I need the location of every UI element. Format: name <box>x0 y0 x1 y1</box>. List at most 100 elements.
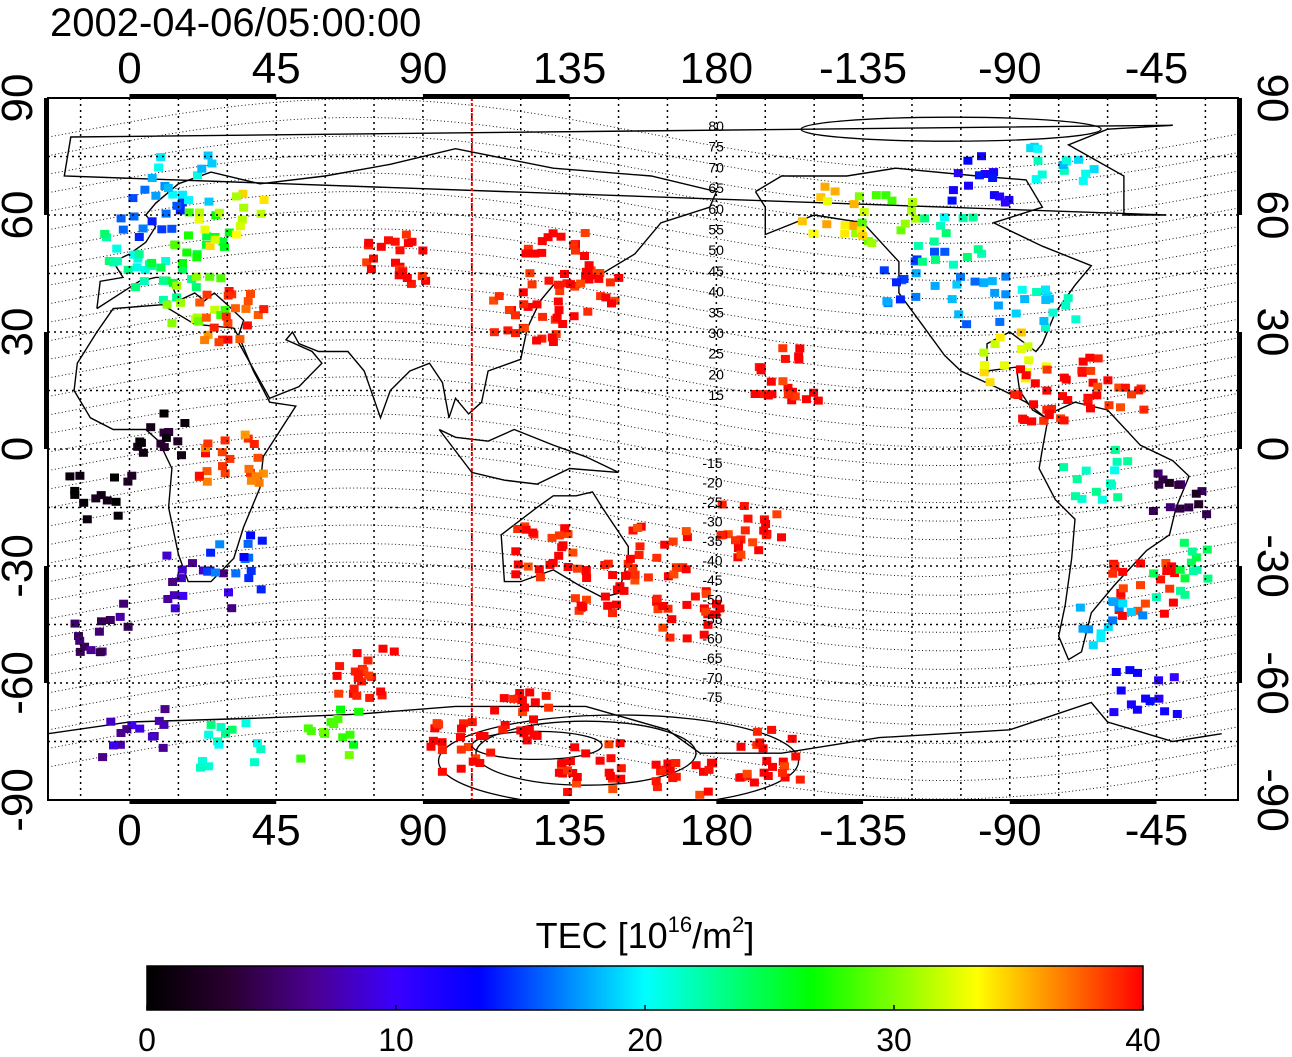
axis-bar <box>716 799 864 804</box>
tec-cell <box>175 206 185 215</box>
tec-cell <box>912 255 922 264</box>
tec-cell <box>188 559 197 568</box>
tec-cell-cluster <box>570 559 640 618</box>
tec-cell <box>995 317 1005 326</box>
tec-cell <box>1154 480 1164 489</box>
y-tick-label-right: -90 <box>1248 768 1292 832</box>
tec-cell <box>896 226 906 235</box>
tec-cell <box>109 741 118 750</box>
tec-cell-cluster <box>1108 559 1180 620</box>
tec-cell <box>191 272 201 281</box>
y-tick-label-right: 60 <box>1248 191 1292 240</box>
tec-cell <box>699 767 708 776</box>
y-axis-left-labels: 90 60 30 0 -30 -60 -90 <box>0 74 42 832</box>
tec-cell <box>127 471 137 480</box>
tec-cell <box>128 194 138 203</box>
tec-cell <box>369 254 378 263</box>
tec-cell <box>535 573 545 582</box>
tec-cell-cluster <box>652 587 725 643</box>
tec-cell <box>184 208 194 217</box>
y-tick-label-left: -90 <box>0 768 42 832</box>
tec-cell <box>565 757 575 766</box>
tec-cell <box>177 190 187 199</box>
tec-cell <box>1019 416 1029 424</box>
tec-cell <box>70 486 80 495</box>
tec-cell <box>895 295 905 304</box>
tec-cell <box>608 571 618 579</box>
tec-cell <box>1186 558 1196 567</box>
y-tick-label-right: 0 <box>1248 437 1292 461</box>
tec-cell <box>816 193 826 202</box>
tec-cell <box>159 443 169 452</box>
tec-cell <box>522 736 532 745</box>
tec-cell <box>1108 616 1118 625</box>
tec-cell <box>670 801 679 809</box>
tec-cell <box>970 277 980 286</box>
tec-cell <box>995 333 1005 342</box>
tec-cell <box>801 395 811 404</box>
tec-cell <box>1161 559 1171 567</box>
tec-cell <box>235 222 245 231</box>
tec-cell <box>147 258 157 267</box>
tec-cell-cluster <box>947 152 1014 207</box>
tec-cell <box>576 279 586 288</box>
tec-cell <box>335 662 345 671</box>
tec-cell <box>708 759 718 768</box>
tec-cell <box>615 739 625 748</box>
tec-cell <box>658 602 668 610</box>
tec-cell <box>365 693 375 702</box>
contour-label: 55 <box>708 222 724 238</box>
tec-cell <box>1202 510 1212 519</box>
tec-cell-cluster <box>162 272 230 328</box>
tec-cell <box>541 691 551 700</box>
y-tick-label-right: 90 <box>1248 74 1292 123</box>
axis-bar <box>1237 98 1242 215</box>
tec-cell <box>214 208 224 217</box>
tec-cell <box>256 585 266 594</box>
tec-cell <box>100 230 110 238</box>
x-tick-label-top: 135 <box>533 44 606 93</box>
tec-cell <box>204 730 214 739</box>
tec-cell <box>1109 598 1119 606</box>
tec-cell <box>752 727 762 736</box>
tec-cell <box>794 352 804 361</box>
tec-cell <box>528 528 538 537</box>
tec-cell <box>989 168 999 177</box>
tec-cell <box>1042 365 1052 374</box>
tec-cell <box>519 729 529 738</box>
tec-cell-cluster <box>913 213 987 269</box>
tec-cell <box>993 301 1003 310</box>
colorbar-title: TEC [1016/m2] <box>536 912 755 956</box>
tec-cell <box>75 471 85 480</box>
tec-cell <box>253 453 263 462</box>
tec-cell <box>214 740 224 749</box>
tec-cell-cluster <box>203 531 267 594</box>
contour-label: 30 <box>708 325 724 341</box>
tec-cell <box>220 469 230 478</box>
tec-cell <box>418 246 428 255</box>
tec-cell <box>612 585 622 594</box>
tec-cell <box>95 648 105 657</box>
tec-cell <box>176 574 186 583</box>
tec-cell <box>977 152 986 161</box>
tec-cell <box>395 246 405 255</box>
tec-cell <box>499 694 509 703</box>
tec-cell <box>363 656 373 665</box>
tec-cell <box>220 243 229 251</box>
contour-label: -65 <box>702 650 722 666</box>
contour-label: 15 <box>708 387 724 403</box>
tec-cell <box>600 561 610 569</box>
tec-cell <box>384 236 393 245</box>
colorbar-tick-label: 30 <box>876 1022 912 1057</box>
tec-cell <box>1042 386 1052 395</box>
tec-cell <box>791 752 801 761</box>
tec-cell <box>86 646 96 655</box>
tec-cell <box>158 743 168 752</box>
tec-cell <box>1048 308 1058 317</box>
contour-label: -70 <box>702 670 722 686</box>
tec-cell <box>822 220 832 229</box>
tec-cell <box>1010 390 1020 399</box>
tec-cell <box>172 201 182 210</box>
tec-cell <box>530 249 540 258</box>
